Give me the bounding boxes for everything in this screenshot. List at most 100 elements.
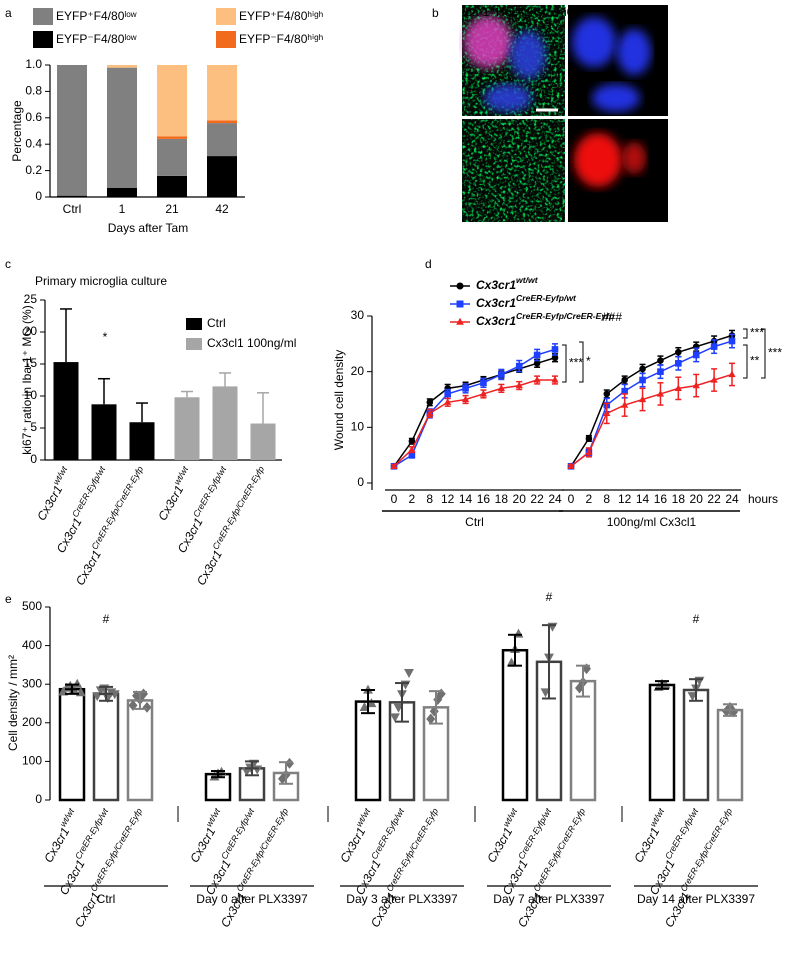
bar <box>91 404 117 460</box>
y-tick-label: 10 <box>24 388 38 402</box>
bar-segment <box>107 67 137 188</box>
significance-label: *** <box>750 326 764 340</box>
marker <box>408 437 416 445</box>
legend-swatch <box>216 8 236 25</box>
x-tick-label: 8 <box>426 492 433 506</box>
marker <box>551 346 559 353</box>
marker <box>692 351 700 359</box>
nucleus <box>484 84 532 112</box>
x-tick-label: 0 <box>391 492 398 506</box>
marker <box>390 462 398 469</box>
chart-title: Primary microglia culture <box>35 274 167 288</box>
panel-letter: e <box>5 592 12 606</box>
annotation: # <box>693 612 700 626</box>
x-tick-label: 12 <box>441 492 455 506</box>
bar-segment <box>107 187 137 197</box>
label-sup: wt/wt <box>172 464 191 487</box>
marker <box>687 692 698 702</box>
bar <box>569 679 597 802</box>
bar-segment <box>57 195 87 197</box>
label-sup: CreER-Eyfp/wt <box>516 806 553 861</box>
marker <box>462 385 469 392</box>
group-label: Ctrl <box>465 515 484 529</box>
marker <box>480 379 487 387</box>
y-tick-label: 15 <box>24 356 38 370</box>
marker <box>390 713 400 723</box>
y-tick-label: 30 <box>351 308 365 322</box>
significance-bracket <box>743 328 748 339</box>
marker <box>656 389 665 397</box>
significance-label: *** <box>768 346 782 360</box>
nucleus-ki67 <box>464 16 512 68</box>
bar <box>648 683 676 802</box>
y-tick-label: 10 <box>351 420 365 434</box>
marker <box>728 337 736 345</box>
legend-label: Cx3cl1 100ng/ml <box>207 336 296 350</box>
bar-segment <box>207 120 237 124</box>
legend-swatch <box>186 318 202 330</box>
label-base: Cx3cr1 <box>484 825 515 865</box>
significance-bracket <box>761 328 766 379</box>
label-sup: wt/wt <box>516 275 539 285</box>
y-axis-label: Cell density / mm² <box>6 655 20 751</box>
series-line <box>570 340 733 467</box>
annotation: ### <box>602 310 622 324</box>
bar-segment <box>157 136 187 139</box>
significance-label: *** <box>569 356 583 370</box>
marker <box>551 376 559 383</box>
legend-swatch <box>33 8 53 25</box>
y-tick-label: 0 <box>35 792 42 806</box>
y-tick-label: 100 <box>22 754 42 768</box>
bar-segment <box>207 65 237 121</box>
label-base: Cx3cr1 <box>476 278 516 292</box>
annotation: # <box>103 612 110 626</box>
marker <box>109 690 120 700</box>
label-sup: wt/wt <box>354 806 373 829</box>
legend-label: EYFP⁻F4/80ʰⁱᵍʰ <box>239 32 324 46</box>
x-tick-label: 1 <box>119 202 126 216</box>
x-tick-label: 22 <box>707 492 721 506</box>
marker <box>72 678 83 688</box>
nucleus <box>572 17 616 67</box>
y-axis-label: Wound cell density <box>332 350 346 451</box>
significance-label: ** <box>750 354 760 368</box>
bar <box>126 699 154 802</box>
channel-label: Hoeschst <box>496 5 547 19</box>
bar <box>129 422 155 460</box>
marker <box>551 354 559 362</box>
label-sup: CreER-Eyfp/wt <box>369 806 406 861</box>
marker <box>479 389 488 397</box>
group-label: Day 7 after PLX3397 <box>493 892 605 906</box>
nucleus-ki67 <box>622 142 646 174</box>
marker <box>426 409 434 417</box>
marker <box>621 376 628 384</box>
y-tick-label: 1.0 <box>25 57 42 71</box>
marker <box>657 357 664 364</box>
group-label: Day 14 after PLX3397 <box>637 892 755 906</box>
nucleus <box>617 29 651 75</box>
marker <box>621 401 629 408</box>
x-tick-label: 18 <box>495 492 509 506</box>
marker <box>585 435 593 442</box>
series-line <box>393 379 555 467</box>
label-sup: wt/wt <box>58 806 77 829</box>
label-sup: wt/wt <box>648 806 667 829</box>
panel-letter: d <box>425 257 432 271</box>
label-base: Cx3cr1 <box>73 548 104 588</box>
bar <box>250 423 276 460</box>
legend-label: Cx3cr1CreER-Eyfp/wt <box>476 293 577 310</box>
nucleus-ki67 <box>574 133 622 187</box>
marker <box>456 282 464 290</box>
label-sup: wt/wt <box>501 806 520 829</box>
marker <box>710 376 718 383</box>
label-base: Cx3cr1 <box>337 825 368 865</box>
bar <box>92 692 120 802</box>
panel-letter: b <box>432 6 439 20</box>
y-tick-label: 500 <box>22 599 42 613</box>
significance-bracket <box>562 344 567 383</box>
group-label: Ctrl <box>97 892 116 906</box>
label-base: Cx3cr1 <box>631 825 662 865</box>
marker <box>603 409 611 417</box>
bar <box>716 708 744 802</box>
